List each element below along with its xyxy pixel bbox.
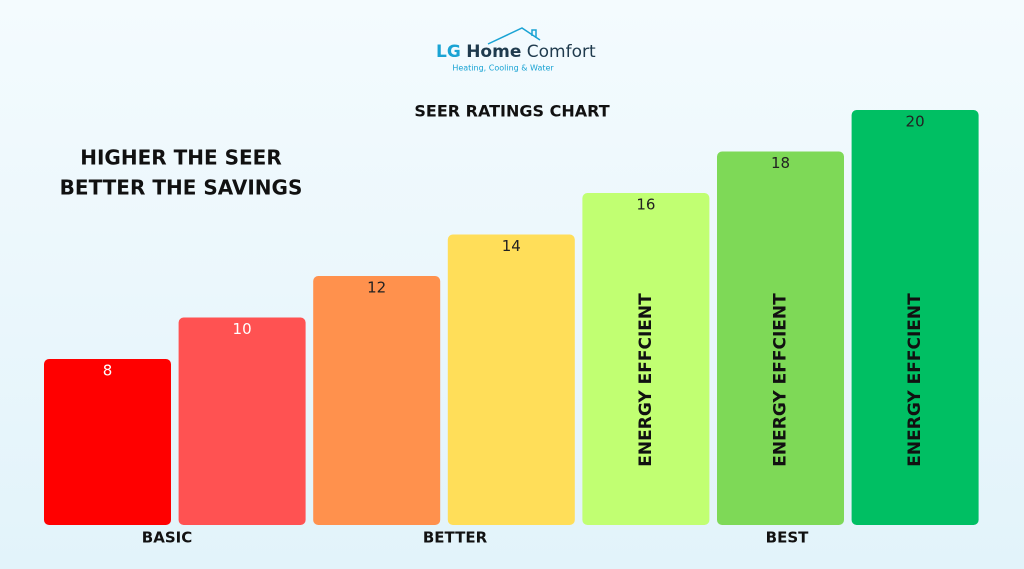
logo-roof — [487, 27, 541, 45]
bar-annotation: ENERGY EFFCIENT — [905, 293, 925, 467]
value-label: 14 — [502, 237, 521, 255]
group-label: BASIC — [142, 529, 192, 547]
headline-line: HIGHER THE SEER — [80, 146, 282, 170]
logo-comfort: Comfort — [527, 42, 596, 62]
chart-title: SEER RATINGS CHART — [414, 102, 609, 121]
bar — [178, 317, 306, 525]
value-label: 16 — [636, 196, 655, 214]
value-label: 18 — [771, 154, 790, 172]
bar — [44, 359, 171, 525]
headline-line: BETTER THE SAVINGS — [60, 176, 303, 200]
group-label: BEST — [766, 529, 809, 547]
value-label: 10 — [233, 320, 252, 338]
bar — [447, 234, 575, 525]
bar — [582, 193, 710, 525]
bar — [717, 151, 844, 525]
bar — [313, 276, 441, 525]
logo-tagline: Heating, Cooling & Water — [452, 64, 554, 73]
value-label: 12 — [367, 279, 386, 297]
value-label: 8 — [103, 362, 113, 380]
bar-annotation: ENERGY EFFCIENT — [771, 293, 791, 467]
logo-home: Home — [466, 42, 521, 62]
value-label: 20 — [906, 113, 925, 131]
logo-lg: LG — [436, 42, 461, 62]
group-label: BETTER — [423, 529, 488, 547]
logo-name: LG Home Comfort — [436, 42, 596, 62]
bar — [851, 110, 979, 525]
bar-annotation: ENERGY EFFCIENT — [636, 293, 656, 467]
